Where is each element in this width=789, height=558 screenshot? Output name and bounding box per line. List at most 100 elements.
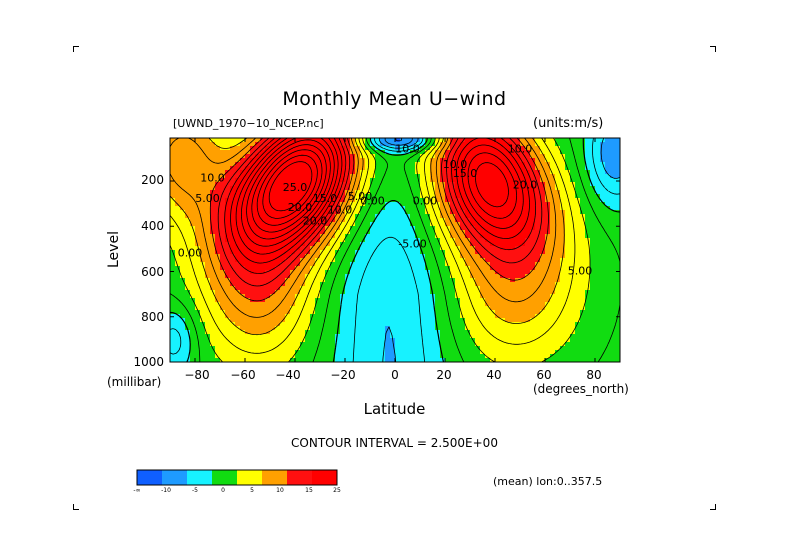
wind-cell xyxy=(295,306,301,311)
wind-cell xyxy=(205,330,211,335)
wind-cell xyxy=(565,230,571,235)
wind-cell xyxy=(325,214,331,219)
wind-cell xyxy=(380,238,386,243)
wind-cell xyxy=(550,214,556,219)
wind-cell xyxy=(495,286,501,291)
wind-cell xyxy=(175,170,181,175)
wind-cell xyxy=(405,230,411,235)
wind-cell xyxy=(395,162,401,167)
wind-cell xyxy=(500,294,506,299)
wind-cell xyxy=(180,162,186,167)
wind-cell xyxy=(260,338,266,343)
wind-cell xyxy=(405,354,411,359)
wind-cell xyxy=(445,170,451,175)
wind-cell xyxy=(600,282,606,287)
wind-cell xyxy=(580,262,586,267)
wind-cell xyxy=(280,202,286,207)
wind-cell xyxy=(415,314,421,319)
wind-cell xyxy=(300,250,306,255)
wind-cell xyxy=(265,322,271,327)
wind-cell xyxy=(205,186,211,191)
wind-cell xyxy=(245,258,251,263)
wind-cell xyxy=(550,286,556,291)
wind-cell xyxy=(340,142,346,147)
wind-cell xyxy=(410,346,416,351)
wind-cell xyxy=(270,306,276,311)
wind-cell xyxy=(370,266,376,271)
wind-cell xyxy=(475,262,481,267)
wind-cell xyxy=(415,338,421,343)
wind-cell xyxy=(205,194,211,199)
wind-cell xyxy=(410,194,416,199)
wind-cell xyxy=(450,210,456,215)
wind-cell xyxy=(610,274,616,279)
wind-cell xyxy=(480,154,486,159)
wind-cell xyxy=(370,170,376,175)
wind-cell xyxy=(520,342,526,347)
wind-field-cells xyxy=(170,138,621,363)
wind-cell xyxy=(225,186,231,191)
wind-cell xyxy=(490,218,496,223)
wind-cell xyxy=(595,162,601,167)
wind-cell xyxy=(565,226,571,231)
wind-cell xyxy=(460,202,466,207)
wind-cell xyxy=(425,282,431,287)
wind-cell xyxy=(395,306,401,311)
wind-cell xyxy=(320,198,326,203)
wind-cell xyxy=(515,194,521,199)
wind-cell xyxy=(340,318,346,323)
wind-cell xyxy=(605,186,611,191)
wind-cell xyxy=(360,218,366,223)
wind-cell xyxy=(490,250,496,255)
wind-cell xyxy=(220,206,226,211)
wind-cell xyxy=(370,166,376,171)
wind-cell xyxy=(430,270,436,275)
wind-cell xyxy=(210,150,216,155)
wind-cell xyxy=(345,330,351,335)
wind-cell xyxy=(325,346,331,351)
wind-cell xyxy=(430,218,436,223)
wind-cell xyxy=(540,334,546,339)
wind-cell xyxy=(430,214,436,219)
wind-cell xyxy=(500,186,506,191)
wind-cell xyxy=(320,262,326,267)
wind-cell xyxy=(215,322,221,327)
wind-cell xyxy=(415,178,421,183)
wind-cell xyxy=(585,238,591,243)
wind-cell xyxy=(245,242,251,247)
wind-cell xyxy=(290,150,296,155)
wind-cell xyxy=(535,322,541,327)
wind-cell xyxy=(340,346,346,351)
wind-cell xyxy=(500,270,506,275)
wind-cell xyxy=(580,310,586,315)
wind-cell xyxy=(560,250,566,255)
wind-cell xyxy=(525,142,531,147)
wind-cell xyxy=(290,218,296,223)
wind-cell xyxy=(480,214,486,219)
wind-cell xyxy=(520,278,526,283)
wind-cell xyxy=(540,142,546,147)
wind-cell xyxy=(230,230,236,235)
wind-cell xyxy=(605,306,611,311)
wind-cell xyxy=(585,350,591,355)
wind-cell xyxy=(510,218,516,223)
wind-cell xyxy=(520,170,526,175)
wind-cell xyxy=(460,298,466,303)
wind-cell xyxy=(530,254,536,259)
wind-cell xyxy=(590,226,596,231)
wind-cell xyxy=(305,198,311,203)
wind-cell xyxy=(545,278,551,283)
wind-cell xyxy=(390,214,396,219)
wind-cell xyxy=(205,174,211,179)
wind-cell xyxy=(395,226,401,231)
wind-cell xyxy=(245,298,251,303)
wind-cell xyxy=(385,282,391,287)
wind-cell xyxy=(290,158,296,163)
wind-cell xyxy=(245,266,251,271)
wind-cell xyxy=(240,206,246,211)
wind-cell xyxy=(525,210,531,215)
wind-cell xyxy=(440,210,446,215)
wind-cell xyxy=(395,266,401,271)
wind-cell xyxy=(590,170,596,175)
wind-cell xyxy=(235,158,241,163)
